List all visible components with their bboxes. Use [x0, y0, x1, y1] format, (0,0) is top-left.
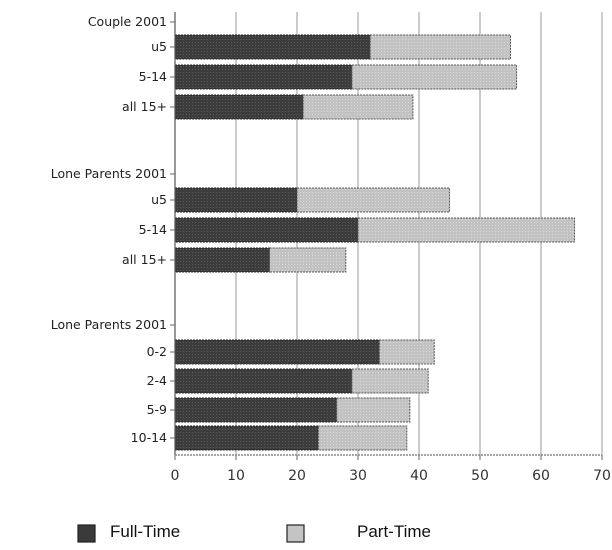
- category-label: 0-2: [147, 344, 167, 359]
- category-label: 10-14: [131, 430, 167, 445]
- x-tick-label: 20: [288, 468, 306, 484]
- bar-fulltime: [174, 339, 380, 365]
- bar-parttime: [317, 425, 408, 451]
- axes: 0 10 20 30 40 50 60 70: [170, 12, 611, 484]
- bar-parttime: [378, 339, 435, 365]
- legend-swatch: [77, 524, 96, 543]
- bars: [174, 34, 576, 451]
- category-label: 5-14: [139, 222, 167, 237]
- bar-fulltime: [174, 425, 319, 451]
- group-label: Lone Parents 2001: [51, 166, 167, 181]
- category-label: 5-14: [139, 69, 167, 84]
- bar-fulltime: [174, 187, 298, 213]
- x-tick-label: 30: [349, 468, 367, 484]
- bar-parttime: [369, 34, 512, 60]
- category-label: all 15+: [122, 252, 167, 267]
- category-label: u5: [151, 39, 167, 54]
- bar-parttime: [302, 94, 414, 120]
- legend-swatch: [286, 524, 305, 543]
- group-label: Couple 2001: [88, 14, 167, 29]
- category-label: 5-9: [147, 402, 167, 417]
- bar-fulltime: [174, 397, 338, 423]
- x-tick-label: 70: [593, 468, 611, 484]
- bar-parttime: [296, 187, 450, 213]
- bar-fulltime: [174, 368, 353, 394]
- bar-parttime: [351, 368, 429, 394]
- bar-fulltime: [174, 247, 271, 273]
- bar-parttime: [351, 64, 518, 90]
- bar-fulltime: [174, 217, 359, 243]
- category-label: 2-4: [147, 373, 167, 388]
- x-tick-label: 40: [410, 468, 428, 484]
- legend-label: Full-Time: [110, 522, 180, 541]
- bar-fulltime: [174, 94, 304, 120]
- category-label: u5: [151, 192, 167, 207]
- legend-label: Part-Time: [357, 522, 431, 541]
- bar-fulltime: [174, 34, 371, 60]
- x-tick-label: 10: [227, 468, 245, 484]
- x-tick-label: 0: [171, 468, 180, 484]
- bar-fulltime: [174, 64, 353, 90]
- category-label: all 15+: [122, 99, 167, 114]
- x-tick-label: 50: [471, 468, 489, 484]
- bar-parttime: [336, 397, 411, 423]
- bar-parttime: [269, 247, 347, 273]
- x-tick-label: 60: [532, 468, 550, 484]
- group-label: Lone Parents 2001: [51, 317, 167, 332]
- legend: Full-Time Part-Time: [77, 522, 431, 543]
- bar-parttime: [357, 217, 576, 243]
- category-labels: Couple 2001 u5 5-14 all 15+ Lone Parents 200…: [51, 14, 167, 445]
